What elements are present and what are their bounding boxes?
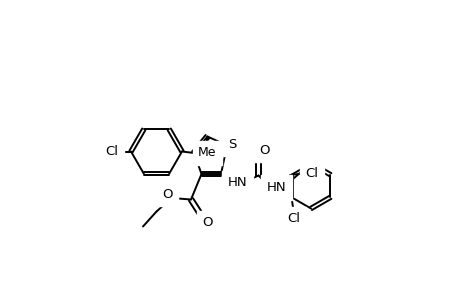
Text: HN: HN [266,181,285,194]
Text: S: S [228,137,236,151]
Text: O: O [202,216,212,230]
Text: O: O [259,143,269,157]
Text: Cl: Cl [305,167,318,180]
Text: O: O [162,188,173,201]
Text: HN: HN [227,176,247,190]
Text: Me: Me [198,146,216,160]
Text: Cl: Cl [287,212,300,225]
Text: Cl: Cl [105,145,118,158]
